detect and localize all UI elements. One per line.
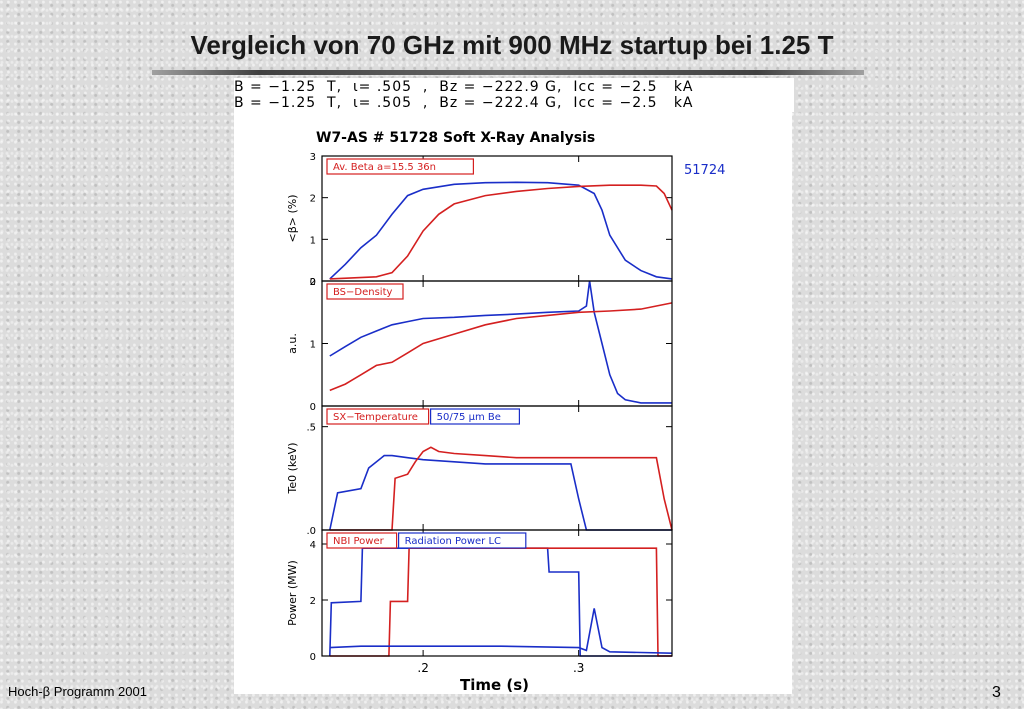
- series-line-blue: [329, 454, 672, 531]
- panel-frame: [321, 529, 673, 657]
- footer-program-label: Hoch-β Programm 2001: [8, 684, 147, 699]
- shot-parameters-line-1: B = −1.25 T, ι= .505 , Bz = −222.9 G, Ic…: [234, 79, 694, 95]
- series-line-red: [329, 184, 673, 280]
- series-line-red: [329, 547, 672, 657]
- y-tick-label: 2: [310, 596, 316, 607]
- legend-box: [326, 283, 404, 300]
- shot-parameters-line-2: B = −1.25 T, ι= .505 , Bz = −222.4 G, Ic…: [234, 95, 694, 111]
- legend-box: [430, 408, 521, 425]
- y-axis-label: <β> (%): [286, 195, 299, 243]
- legend-label: BS−Density: [333, 287, 393, 298]
- plot-area: W7-AS # 51728 Soft X-Ray Analysis 51724 …: [234, 112, 792, 694]
- panel-power: 0 2 4 Power (MW) NBI Power Radiation Power LC: [286, 529, 673, 663]
- panel-frame: [321, 405, 673, 531]
- panel-beta: 0 1 2 3 <β> (%) Av. Beta a=15.5 36n: [286, 152, 673, 288]
- series-line-blue: [329, 181, 673, 280]
- panel-frame: [321, 155, 673, 282]
- slide-title: Vergleich von 70 GHz mit 900 MHz startup…: [190, 30, 834, 60]
- y-tick-label: .5: [306, 423, 316, 434]
- legend-box: [326, 408, 430, 425]
- y-tick-label: .0: [306, 526, 316, 537]
- legend-box: [326, 532, 398, 549]
- series-line-blue: [329, 608, 673, 654]
- panel-temperature: .0 .5 Te0 (keV) SX−Temperature 50/75 μm Be: [286, 405, 673, 537]
- x-tick-label: .3: [573, 661, 584, 675]
- y-tick-label: 0: [310, 277, 316, 288]
- legend-box: [398, 532, 527, 549]
- y-axis-label: Te0 (keV): [286, 443, 299, 495]
- legend-label: 50/75 μm Be: [437, 412, 501, 423]
- y-tick-label: 2: [310, 194, 316, 205]
- y-tick-label: 1: [310, 235, 316, 246]
- title-divider: [152, 70, 864, 75]
- legend-label: Radiation Power LC: [405, 536, 501, 547]
- y-tick-label: 4: [310, 540, 316, 551]
- series-line-blue: [329, 280, 672, 404]
- x-axis-label: Time (s): [460, 676, 529, 694]
- y-tick-label: 2: [310, 277, 316, 288]
- y-tick-label: 3: [310, 152, 316, 163]
- panel-frame: [321, 280, 673, 407]
- page-number: 3: [992, 684, 1001, 701]
- soft-xray-chart: W7-AS # 51728 Soft X-Ray Analysis 51724 …: [286, 130, 725, 694]
- shot-number-label: 51724: [684, 163, 725, 178]
- legend-label: Av. Beta a=15.5 36n: [333, 162, 436, 173]
- y-tick-label: 0: [310, 652, 316, 663]
- y-tick-label: 0: [310, 402, 316, 413]
- series-line-blue: [329, 547, 672, 657]
- series-line-red: [329, 302, 673, 392]
- x-tick-label: .2: [417, 661, 428, 675]
- series-line-red: [329, 446, 673, 531]
- legend-label: NBI Power: [333, 536, 385, 547]
- chart-title: W7-AS # 51728 Soft X-Ray Analysis: [316, 130, 595, 146]
- y-axis-label: a.u.: [286, 333, 299, 354]
- shot-parameters: B = −1.25 T, ι= .505 , Bz = −222.9 G, Ic…: [234, 78, 794, 112]
- legend-box: [326, 158, 474, 175]
- y-axis-label: Power (MW): [286, 560, 299, 626]
- y-tick-label: 1: [310, 340, 316, 351]
- panel-density: 0 1 2 a.u. BS−Density: [286, 277, 673, 413]
- legend-label: SX−Temperature: [333, 412, 418, 423]
